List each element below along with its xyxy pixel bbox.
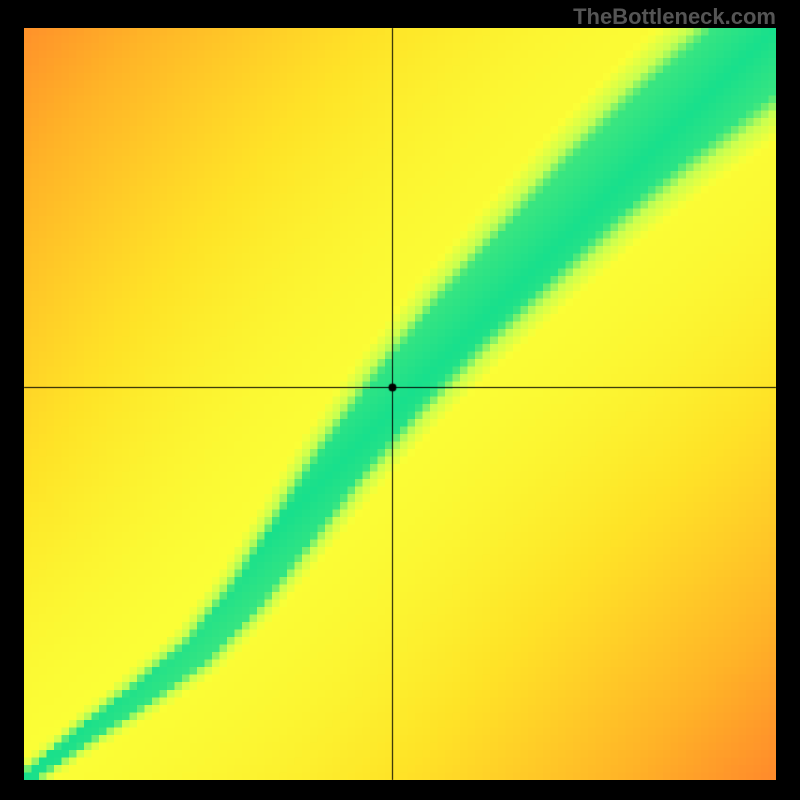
- overlay-canvas: [0, 0, 800, 800]
- chart-container: TheBottleneck.com: [0, 0, 800, 800]
- watermark-text: TheBottleneck.com: [573, 4, 776, 30]
